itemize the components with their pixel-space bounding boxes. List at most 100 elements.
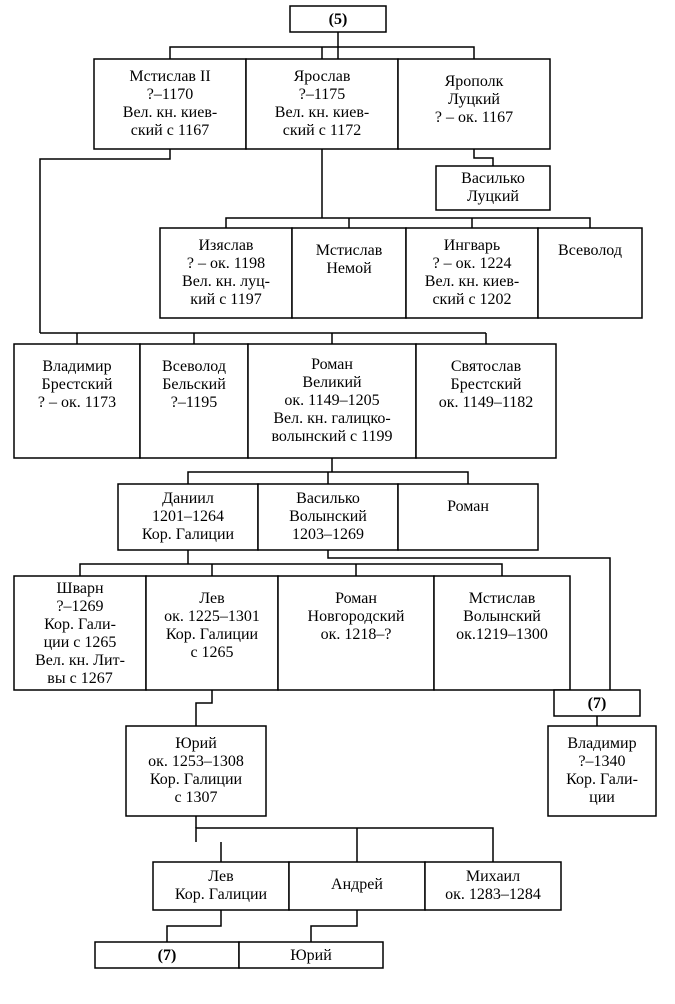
tree-node-vasVol: ВасилькоВолынский1203–1269 (258, 484, 398, 550)
node-label: Кор. Гали- (566, 771, 638, 788)
node-label: (7) (158, 947, 177, 964)
node-label: Андрей (331, 876, 383, 893)
tree-node-mikhail: Михаилок. 1283–1284 (425, 862, 561, 910)
node-label: Вел. кн. киев- (425, 273, 519, 290)
node-label: Юрий (290, 947, 332, 964)
tree-node-mst2: Мстислав II?–1170Вел. кн. киев-ский с 11… (94, 59, 246, 149)
node-label: Великий (302, 374, 362, 391)
node-label: Мстислав II (129, 68, 210, 85)
node-label: Брестский (42, 376, 113, 393)
node-label: Всеволод (162, 358, 226, 375)
tree-node-daniil: Даниил1201–1264Кор. Галиции (118, 484, 258, 550)
node-label: с 1307 (174, 789, 217, 806)
node-label: Кор. Галиции (150, 771, 243, 788)
node-label: Изяслав (199, 237, 254, 254)
tree-node-vsev1: Всеволод (538, 228, 642, 318)
tree-node-yuri2: Юрий (239, 942, 383, 968)
node-label: Кор. Галиции (142, 526, 235, 543)
node-label: Шварн (56, 580, 104, 597)
tree-node-lev2: ЛевКор. Галиции (153, 862, 289, 910)
tree-node-yarop: ЯрополкЛуцкий? – ок. 1167 (398, 59, 550, 149)
node-label: кий с 1197 (190, 291, 261, 308)
node-label: Вел. кн. Лит- (35, 652, 125, 669)
node-label: Кор. Гали- (44, 616, 116, 633)
node-label: с 1265 (190, 644, 233, 661)
node-label: ок. 1149–1182 (439, 394, 534, 411)
tree-node-mstVol: МстиславВолынскийок.1219–1300 (434, 576, 570, 690)
node-label: Кор. Галиции (166, 626, 259, 643)
node-label: Луцкий (448, 91, 500, 108)
node-label: Лев (208, 868, 234, 885)
node-label: Роман (447, 498, 489, 515)
node-label: Новгородский (308, 608, 405, 625)
node-label: Немой (326, 260, 372, 277)
tree-node-shvarn: Шварн?–1269Кор. Гали-ции с 1265Вел. кн. … (14, 576, 146, 690)
node-label: Роман (335, 590, 377, 607)
tree-node-vasL: ВасилькоЛуцкий (436, 166, 550, 210)
node-label: Брестский (451, 376, 522, 393)
node-label: Мстислав (316, 242, 383, 259)
node-label: Ярослав (294, 68, 351, 85)
node-label: ок. 1283–1284 (445, 886, 541, 903)
node-label: Вел. кн. луц- (182, 273, 270, 290)
node-label: ский с 1202 (432, 291, 511, 308)
node-label: Мстислав (469, 590, 536, 607)
node-label: Кор. Галиции (175, 886, 268, 903)
node-label: ский с 1172 (283, 122, 362, 139)
tree-edge (167, 910, 221, 942)
tree-node-roman2: Роман (398, 484, 538, 550)
tree-node-n5: (5) (290, 6, 386, 32)
tree-node-svBr: СвятославБрестскийок. 1149–1182 (416, 344, 556, 458)
node-label: ?–1340 (578, 753, 625, 770)
tree-node-lev1: Левок. 1225–1301Кор. Галициис 1265 (146, 576, 278, 690)
tree-node-n7a: (7) (554, 690, 640, 716)
tree-edge (311, 910, 357, 942)
node-label: ?–1170 (147, 86, 194, 103)
node-label: Вел. кн. галицко- (273, 410, 390, 427)
node-label: ?–1269 (56, 598, 103, 615)
node-label: ок. 1253–1308 (148, 753, 244, 770)
node-label: Всеволод (558, 242, 622, 259)
node-label: Василько (461, 170, 525, 187)
node-label: вы с 1267 (47, 670, 112, 687)
node-label: Юрий (175, 735, 217, 752)
node-label: 1201–1264 (152, 508, 224, 525)
node-label: ок.1219–1300 (456, 626, 548, 643)
node-label: ?–1195 (171, 394, 218, 411)
node-label: Вел. кн. киев- (275, 104, 369, 121)
node-label: волынский с 1199 (271, 428, 392, 445)
node-label: Михаил (466, 868, 520, 885)
node-label: ?–1175 (299, 86, 346, 103)
node-label: ок. 1225–1301 (164, 608, 260, 625)
tree-node-vsevBel: ВсеволодБельский?–1195 (140, 344, 248, 458)
tree-node-n7b: (7) (95, 942, 239, 968)
tree-edge (196, 828, 493, 842)
tree-node-vladimir: Владимир?–1340Кор. Гали-ции (548, 726, 656, 816)
node-label: Вел. кн. киев- (123, 104, 217, 121)
node-label: Владимир (42, 358, 111, 375)
tree-node-roman: РоманВеликийок. 1149–1205Вел. кн. галицк… (248, 344, 416, 458)
node-label: ции (589, 789, 615, 806)
node-label: Ярополк (445, 73, 504, 90)
node-label: Святослав (451, 358, 522, 375)
node-label: ский с 1167 (131, 122, 210, 139)
node-label: Роман (311, 356, 353, 373)
tree-edge (40, 149, 170, 333)
node-label: Лев (199, 590, 225, 607)
node-label: ? – ок. 1224 (433, 255, 512, 272)
node-label: Волынский (463, 608, 541, 625)
node-label: Бельский (162, 376, 226, 393)
node-label: (5) (329, 11, 348, 28)
tree-node-iz: Изяслав? – ок. 1198Вел. кн. луц-кий с 11… (160, 228, 292, 318)
tree-edge (80, 564, 502, 576)
tree-edge (196, 690, 212, 726)
tree-node-romanN: РоманНовгородскийок. 1218–? (278, 576, 434, 690)
node-label: ? – ок. 1173 (38, 394, 116, 411)
tree-node-yar: Ярослав?–1175Вел. кн. киев-ский с 1172 (246, 59, 398, 149)
node-label: Луцкий (467, 188, 519, 205)
node-label: Василько (296, 490, 360, 507)
tree-node-andrei: Андрей (289, 862, 425, 910)
tree-edge (226, 218, 590, 228)
node-label: Ингварь (444, 237, 500, 254)
node-label: ? – ок. 1198 (187, 255, 265, 272)
